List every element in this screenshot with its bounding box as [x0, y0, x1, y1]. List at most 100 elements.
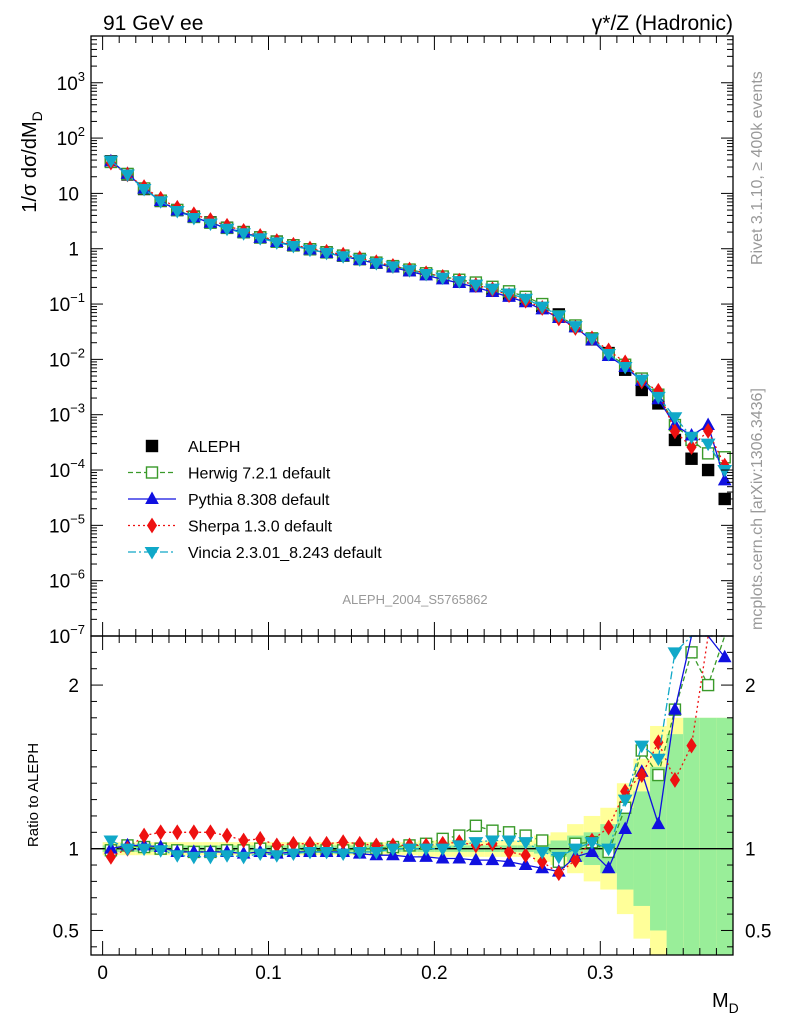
ratio-plot-frame	[90, 635, 734, 956]
ratio-point-sherpa-1-3-0-default	[570, 852, 581, 869]
legend-marker	[145, 466, 159, 479]
main-y-tick-label: 10	[58, 184, 79, 205]
ratio-point-pythia-8-308-default	[435, 850, 450, 864]
main-y-tick-label: 10−3	[49, 401, 85, 427]
ratio-point-vincia-2-3-01-8-243-default	[485, 835, 500, 848]
x-tick-label: 0	[97, 963, 108, 984]
data-point-vincia-2-3-01-8-243-default	[634, 374, 650, 388]
ratio-point-herwig-7-2-1-default	[469, 819, 483, 832]
main-y-tick-label: 10−2	[49, 345, 85, 371]
main-y-axis-label-text: 1/σ dσ/dM	[19, 121, 41, 212]
ratio-point-vincia-2-3-01-8-243-default	[451, 840, 467, 853]
ratio-point-sherpa-1-3-0-default	[686, 737, 697, 754]
ratio-point-sherpa-1-3-0-default	[138, 827, 150, 844]
ratio-point-pythia-8-308-default	[452, 850, 467, 864]
ratio-point-pythia-8-308-default	[485, 852, 500, 866]
ratio-point-sherpa-1-3-0-default	[503, 844, 515, 860]
ratio-point-pythia-8-308-default	[668, 702, 682, 715]
ratio-point-herwig-7-2-1-default	[685, 646, 698, 659]
ratio-point-vincia-2-3-01-8-243-default	[402, 843, 417, 857]
data-point-vincia-2-3-01-8-243-default	[120, 169, 135, 182]
ratio-point-pythia-8-308-default	[651, 816, 666, 830]
ratio-point-vincia-2-3-01-8-243-default	[634, 740, 650, 754]
data-point-vincia-2-3-01-8-243-default	[451, 276, 467, 289]
main-y-tick-label: 10−7	[49, 622, 85, 648]
ratio-point-vincia-2-3-01-8-243-default	[435, 843, 451, 857]
data-point-vincia-2-3-01-8-243-default	[402, 265, 417, 278]
ratio-point-vincia-2-3-01-8-243-default	[186, 851, 202, 865]
main-y-axis-label-subscript: D	[29, 111, 45, 121]
series-vincia-2-3-01-8-243-default	[103, 155, 733, 478]
ratio-point-vincia-2-3-01-8-243-default	[136, 843, 152, 857]
ratio-y-tick-label-right: 2	[745, 676, 756, 697]
ratio-point-sherpa-1-3-0-default	[238, 832, 249, 849]
ratio-point-vincia-2-3-01-8-243-default	[203, 851, 218, 865]
main-y-tick-label: 1	[68, 240, 79, 261]
mcplots-label: mcplots.cern.ch [arXiv:1306.3436]	[749, 388, 766, 630]
data-point-vincia-2-3-01-8-243-default	[485, 283, 500, 297]
main-y-tick-label: 10−4	[49, 456, 85, 482]
data-point-vincia-2-3-01-8-243-default	[286, 241, 301, 254]
ratio-point-vincia-2-3-01-8-243-default	[153, 845, 169, 858]
ratio-y-tick-label-left: 2	[68, 676, 79, 697]
legend-entry-pythia-8-308-default: Pythia 8.308 default	[128, 491, 330, 509]
ratio-point-herwig-7-2-1-default	[486, 824, 499, 837]
data-point-vincia-2-3-01-8-243-default	[700, 438, 716, 452]
ratio-point-pythia-8-308-default	[717, 649, 732, 663]
ratio-series-vincia-2-3-01-8-243-default	[103, 635, 725, 865]
ratio-point-vincia-2-3-01-8-243-default	[302, 846, 318, 860]
ratio-point-vincia-2-3-01-8-243-default	[617, 794, 633, 808]
ratio-y-tick-label-right: 0.5	[745, 921, 771, 942]
ratio-point-sherpa-1-3-0-default	[205, 824, 216, 841]
data-point-vincia-2-3-01-8-243-default	[568, 321, 583, 334]
ratio-point-pythia-8-308-default	[518, 857, 533, 871]
ratio-point-sherpa-1-3-0-default	[553, 865, 564, 882]
ratio-point-vincia-2-3-01-8-243-default	[418, 843, 434, 857]
data-point-vincia-2-3-01-8-243-default	[352, 254, 368, 267]
legend-entry-aleph: ALEPH	[145, 439, 240, 456]
main-y-axis-label: 1/σ dσ/dMD	[19, 111, 45, 213]
data-point-vincia-2-3-01-8-243-default	[302, 244, 318, 258]
ratio-point-pythia-8-308-default	[502, 854, 516, 867]
data-point-vincia-2-3-01-8-243-default	[252, 233, 268, 246]
data-point-vincia-2-3-01-8-243-default	[136, 184, 152, 197]
axes-layer: 10310210110−110−210−310−410−510−610−70.5…	[49, 35, 771, 984]
ratio-point-sherpa-1-3-0-default	[520, 847, 531, 864]
process-title: γ*/Z (Hadronic)	[592, 12, 733, 35]
ratio-point-pythia-8-308-default	[601, 860, 616, 874]
legend-label: ALEPH	[188, 439, 240, 456]
data-point-vincia-2-3-01-8-243-default	[186, 212, 202, 226]
x-tick-label: 0.3	[587, 963, 613, 984]
x-axis-label-subscript: D	[729, 1000, 739, 1016]
ratio-band-stat	[699, 717, 717, 955]
ratio-point-sherpa-1-3-0-default	[221, 827, 233, 844]
main-y-tick-label: 10−6	[49, 567, 85, 593]
ratio-y-axis-label: Ratio to ALEPH	[25, 743, 42, 847]
ratio-point-vincia-2-3-01-8-243-default	[169, 850, 185, 863]
ratio-y-tick-label-right: 1	[745, 840, 756, 861]
ratio-line-vincia-2-3-01-8-243-default	[110, 635, 725, 858]
x-axis-label: MD	[712, 990, 739, 1016]
data-point-vincia-2-3-01-8-243-default	[534, 301, 550, 315]
ratio-y-tick-label-left: 0.5	[53, 921, 79, 942]
ratio-point-vincia-2-3-01-8-243-default	[568, 843, 583, 857]
ratio-point-herwig-7-2-1-default	[536, 834, 549, 847]
ratio-point-vincia-2-3-01-8-243-default	[368, 846, 384, 860]
ratio-point-sherpa-1-3-0-default	[603, 819, 614, 836]
ratio-point-vincia-2-3-01-8-243-default	[269, 850, 285, 863]
legend-entry-sherpa-1-3-0-default: Sherpa 1.3.0 default	[128, 517, 333, 536]
ratio-point-vincia-2-3-01-8-243-default	[385, 843, 401, 857]
data-point-vincia-2-3-01-8-243-default	[269, 237, 285, 250]
svg-text:1/σ dσ/dMD: 1/σ dσ/dMD	[19, 111, 45, 213]
ratio-point-sherpa-1-3-0-default	[188, 824, 199, 841]
data-point-vincia-2-3-01-8-243-default	[717, 465, 733, 478]
data-point-vincia-2-3-01-8-243-default	[153, 196, 169, 209]
data-point-vincia-2-3-01-8-243-default	[551, 310, 567, 324]
ratio-point-sherpa-1-3-0-default	[105, 848, 117, 865]
ratio-point-vincia-2-3-01-8-243-default	[501, 835, 517, 848]
data-point-sherpa-1-3-0-default	[703, 422, 714, 439]
data-point-vincia-2-3-01-8-243-default	[169, 206, 185, 219]
legend-marker	[145, 491, 159, 504]
ratio-point-vincia-2-3-01-8-243-default	[667, 647, 683, 660]
